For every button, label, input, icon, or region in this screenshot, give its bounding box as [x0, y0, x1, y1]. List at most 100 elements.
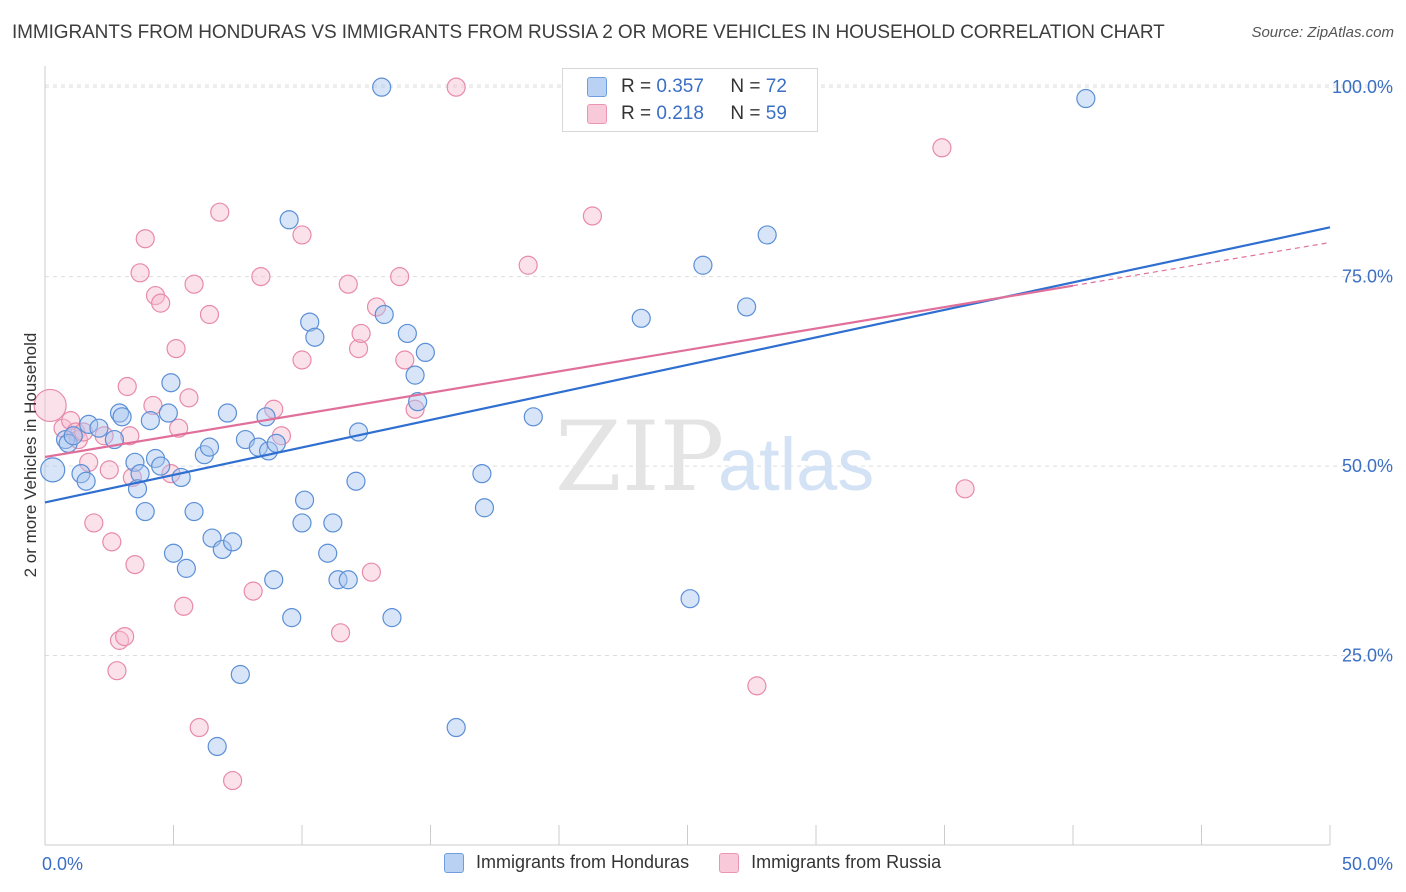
russia-swatch: [587, 104, 607, 124]
point-russia: [102, 532, 122, 552]
point-honduras: [184, 501, 204, 522]
point-honduras: [318, 543, 338, 563]
point-russia: [446, 77, 466, 97]
point-honduras: [63, 426, 83, 446]
stats-legend: R = 0.357 N = 72 R = 0.218 N = 59: [562, 68, 818, 132]
point-honduras: [305, 327, 325, 347]
point-russia: [243, 581, 263, 601]
point-honduras: [112, 407, 132, 427]
point-honduras: [89, 418, 109, 438]
point-russia: [79, 452, 99, 472]
tick-labels: 25.0% 50.0% 75.0% 100.0% 0.0% 50.0%: [42, 77, 1393, 874]
point-russia: [395, 350, 415, 370]
point-honduras: [40, 457, 66, 483]
watermark-zip: ZIP: [555, 401, 724, 513]
point-russia: [107, 661, 127, 681]
point-honduras: [266, 433, 286, 453]
point-russia: [390, 267, 410, 287]
point-honduras: [199, 437, 220, 457]
point-honduras: [415, 342, 435, 363]
point-honduras: [76, 471, 96, 491]
point-russia: [366, 297, 387, 317]
point-honduras: [348, 422, 369, 442]
point-russia: [955, 479, 975, 499]
watermark-atlas: atlas: [718, 423, 874, 506]
honduras-n-value: 72: [765, 76, 787, 97]
point-honduras: [292, 513, 312, 533]
point-russia: [53, 418, 73, 438]
axes: [44, 66, 1331, 846]
point-honduras: [294, 490, 315, 510]
point-russia: [99, 460, 119, 480]
series-legend: Immigrants from Honduras Immigrants from…: [444, 852, 971, 873]
r-label: R =: [621, 103, 652, 124]
point-russia: [84, 513, 104, 533]
point-russia: [130, 263, 150, 283]
trend-line-honduras: [44, 226, 1331, 504]
point-honduras: [300, 312, 320, 332]
n-label: N =: [730, 76, 761, 97]
point-honduras: [264, 570, 284, 590]
point-russia: [330, 623, 351, 643]
point-russia: [169, 418, 189, 438]
point-russia: [210, 202, 230, 222]
point-honduras: [282, 608, 302, 628]
series-russia-points: [33, 77, 975, 791]
point-honduras: [474, 498, 495, 518]
honduras-swatch: [587, 77, 607, 97]
point-honduras: [408, 392, 428, 412]
r-label: R =: [621, 76, 652, 97]
trend-line-russia: [44, 284, 1074, 459]
x-tick-label-min: 0.0%: [42, 854, 83, 874]
point-russia: [747, 676, 767, 696]
point-russia: [109, 630, 130, 650]
point-russia: [143, 395, 163, 416]
legend-item-honduras[interactable]: Immigrants from Honduras: [444, 852, 689, 873]
point-russia: [189, 717, 209, 738]
point-honduras: [1076, 88, 1096, 109]
point-honduras: [757, 225, 777, 245]
n-label: N =: [730, 103, 761, 124]
legend-item-russia[interactable]: Immigrants from Russia: [719, 852, 941, 873]
point-russia: [135, 229, 155, 249]
point-russia: [174, 596, 194, 616]
point-honduras: [338, 570, 358, 590]
point-honduras: [161, 373, 181, 393]
point-russia: [292, 350, 312, 370]
point-honduras: [207, 736, 227, 757]
point-honduras: [446, 717, 466, 738]
point-russia: [292, 225, 312, 245]
point-honduras: [140, 411, 160, 431]
point-honduras: [372, 77, 392, 97]
watermark: ZIP atlas: [555, 401, 874, 513]
point-honduras: [279, 210, 299, 230]
point-russia: [125, 554, 145, 575]
point-honduras: [230, 664, 250, 685]
point-russia: [405, 399, 425, 419]
point-russia: [199, 304, 220, 325]
source-label: Source: ZipAtlas.com: [1251, 24, 1394, 41]
point-honduras: [631, 308, 651, 328]
stats-row-russia: R = 0.218 N = 59: [587, 102, 787, 126]
y-tick-label: 75.0%: [1342, 267, 1393, 287]
point-honduras: [693, 255, 713, 275]
x-tick-label-max: 50.0%: [1342, 854, 1393, 874]
honduras-r-value: 0.357: [656, 76, 704, 97]
point-honduras: [256, 407, 276, 427]
point-russia: [166, 339, 186, 359]
point-russia: [251, 267, 271, 287]
series-honduras-points: [40, 77, 1096, 757]
point-honduras: [212, 539, 232, 560]
point-honduras: [737, 297, 757, 317]
honduras-legend-swatch: [444, 852, 464, 873]
point-russia: [184, 274, 204, 294]
point-honduras: [374, 304, 394, 325]
point-honduras: [223, 532, 243, 552]
point-honduras: [523, 407, 543, 427]
y-axis-label: 2 or more Vehicles in Household: [21, 333, 40, 578]
point-honduras: [151, 456, 171, 476]
point-honduras: [79, 414, 99, 434]
point-russia: [932, 138, 952, 158]
y-tick-label: 25.0%: [1342, 646, 1393, 666]
point-honduras: [217, 403, 238, 423]
